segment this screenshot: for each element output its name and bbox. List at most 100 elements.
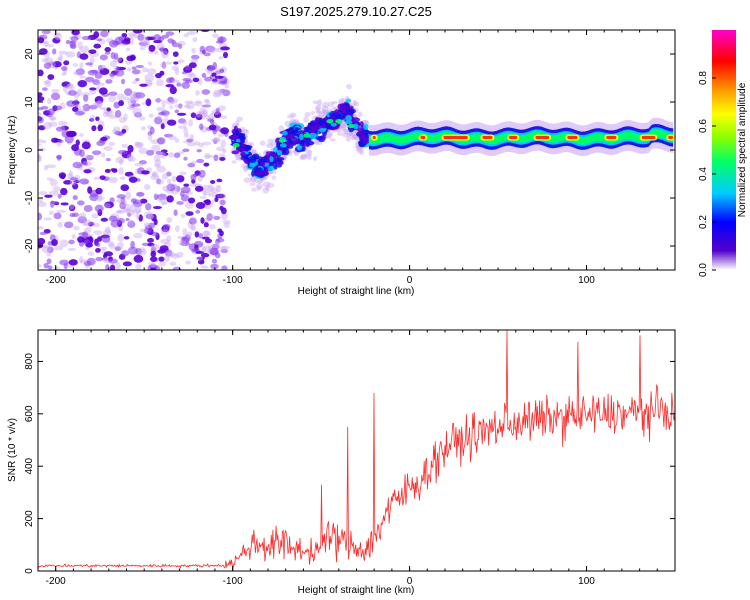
noise-blob bbox=[68, 204, 76, 212]
noise-blob bbox=[111, 168, 118, 173]
chirp-core bbox=[300, 140, 305, 145]
chirp-halo bbox=[271, 175, 277, 180]
noise-blob bbox=[151, 172, 157, 177]
noise-blob bbox=[62, 85, 68, 93]
noise-blob bbox=[93, 31, 100, 39]
snr-y-tick-label: 800 bbox=[24, 353, 35, 370]
noise-blob bbox=[133, 254, 144, 263]
noise-blob bbox=[166, 235, 172, 242]
noise-blob bbox=[170, 253, 180, 259]
colorbar-tick-label: 0.4 bbox=[698, 167, 709, 181]
chirp-halo bbox=[357, 111, 363, 118]
noise-blob bbox=[208, 184, 214, 188]
chirp-halo bbox=[235, 153, 240, 160]
chirp-core bbox=[359, 121, 364, 128]
noise-blob bbox=[127, 246, 138, 255]
chirp-halo bbox=[251, 148, 256, 155]
noise-blob bbox=[184, 65, 191, 71]
noise-blob bbox=[200, 30, 210, 33]
noise-blob bbox=[38, 107, 44, 111]
noise-blob bbox=[164, 249, 173, 257]
chirp-halo bbox=[259, 140, 266, 146]
noise-blob bbox=[63, 60, 70, 66]
noise-blob bbox=[48, 210, 54, 216]
noise-blob bbox=[77, 216, 87, 224]
chirp-bright-spot bbox=[335, 119, 343, 124]
noise-blob bbox=[174, 267, 180, 270]
noise-blob bbox=[186, 138, 194, 143]
noise-blob bbox=[95, 116, 100, 122]
noise-blob bbox=[165, 61, 173, 65]
chirp-halo bbox=[240, 126, 246, 131]
chirp-core bbox=[345, 120, 353, 125]
noise-blob bbox=[128, 176, 138, 183]
noise-blob bbox=[98, 87, 108, 95]
noise-blob bbox=[192, 37, 198, 43]
noise-blob bbox=[69, 179, 77, 186]
noise-blob bbox=[108, 176, 118, 184]
noise-blob bbox=[195, 250, 205, 254]
noise-blob bbox=[152, 34, 162, 42]
noise-blob bbox=[183, 156, 188, 161]
noise-blob bbox=[68, 239, 75, 245]
noise-blob bbox=[38, 48, 48, 55]
noise-blob bbox=[198, 142, 204, 148]
chirp-halo bbox=[267, 138, 275, 144]
colorbar-tick-label: 0.2 bbox=[698, 215, 709, 229]
noise-blob bbox=[49, 178, 58, 187]
noise-blob bbox=[64, 135, 74, 144]
noise-blob bbox=[96, 38, 103, 42]
noise-blob bbox=[65, 130, 76, 138]
snr-y-tick-label: 0 bbox=[24, 568, 35, 574]
noise-blob bbox=[110, 52, 116, 59]
noise-blob bbox=[120, 184, 130, 192]
chirp-core bbox=[282, 148, 290, 156]
noise-blob bbox=[188, 217, 197, 225]
noise-blob bbox=[171, 79, 181, 84]
noise-blob bbox=[95, 256, 103, 262]
chirp-halo bbox=[278, 125, 285, 133]
figure-title: S197.2025.279.10.27.C25 bbox=[280, 4, 432, 19]
noise-blob bbox=[93, 43, 102, 49]
noise-blob bbox=[65, 51, 76, 58]
noise-blob bbox=[200, 217, 205, 224]
noise-blob bbox=[89, 117, 95, 122]
noise-blob bbox=[153, 154, 161, 162]
noise-blob bbox=[138, 160, 147, 165]
chirp-halo bbox=[269, 142, 277, 147]
noise-blob bbox=[220, 212, 228, 220]
noise-blob bbox=[186, 231, 193, 238]
chirp-core bbox=[282, 130, 288, 136]
noise-blob bbox=[69, 40, 76, 49]
noise-blob bbox=[83, 219, 92, 227]
noise-blob bbox=[104, 51, 111, 55]
noise-blob bbox=[158, 111, 167, 116]
noise-blob bbox=[53, 185, 61, 192]
noise-blob bbox=[214, 252, 221, 259]
noise-blob bbox=[196, 158, 205, 164]
noise-blob bbox=[68, 259, 78, 266]
noise-blob bbox=[129, 34, 138, 39]
noise-blob bbox=[113, 126, 121, 133]
noise-blob bbox=[206, 213, 213, 221]
chirp-core bbox=[330, 122, 337, 127]
noise-blob bbox=[199, 195, 207, 200]
chirp-halo bbox=[321, 105, 329, 112]
noise-blob bbox=[144, 73, 155, 82]
noise-blob bbox=[127, 212, 132, 217]
noise-blob bbox=[100, 217, 109, 222]
noise-blob bbox=[79, 45, 90, 54]
steady-peak-red bbox=[535, 135, 550, 140]
chirp-halo bbox=[262, 181, 271, 188]
noise-blob bbox=[117, 72, 125, 76]
noise-blob bbox=[95, 187, 103, 195]
chirp-halo bbox=[310, 110, 316, 115]
steady-peak-red bbox=[508, 135, 518, 140]
chirp-halo bbox=[317, 99, 323, 107]
chirp-core bbox=[308, 132, 318, 140]
chirp-halo bbox=[329, 138, 336, 142]
noise-blob bbox=[142, 39, 151, 48]
noise-blob bbox=[195, 209, 201, 214]
noise-blob bbox=[203, 52, 211, 57]
noise-blob bbox=[51, 238, 58, 247]
